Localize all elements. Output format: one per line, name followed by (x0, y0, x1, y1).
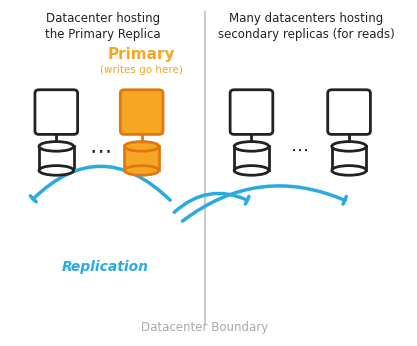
Ellipse shape (124, 142, 159, 151)
Text: ⋯: ⋯ (90, 141, 112, 161)
Bar (39, 146, 73, 171)
Text: ⋯: ⋯ (291, 142, 309, 160)
FancyBboxPatch shape (230, 90, 273, 134)
Ellipse shape (39, 142, 73, 151)
FancyBboxPatch shape (328, 90, 370, 134)
Ellipse shape (234, 166, 269, 175)
Text: Replication: Replication (62, 261, 148, 274)
FancyBboxPatch shape (121, 90, 163, 134)
Text: Datacenter hosting
the Primary Replica: Datacenter hosting the Primary Replica (45, 12, 161, 41)
Ellipse shape (332, 166, 367, 175)
Ellipse shape (234, 142, 269, 151)
Bar (332, 146, 367, 171)
FancyBboxPatch shape (35, 90, 78, 134)
Text: (writes go here): (writes go here) (100, 65, 183, 75)
Bar (124, 146, 159, 171)
Ellipse shape (124, 166, 159, 175)
Text: Datacenter Boundary: Datacenter Boundary (141, 321, 268, 334)
Ellipse shape (332, 142, 367, 151)
Ellipse shape (39, 166, 73, 175)
Text: Many datacenters hosting
secondary replicas (for reads): Many datacenters hosting secondary repli… (218, 12, 395, 41)
Text: Primary: Primary (108, 47, 176, 62)
Bar (234, 146, 269, 171)
